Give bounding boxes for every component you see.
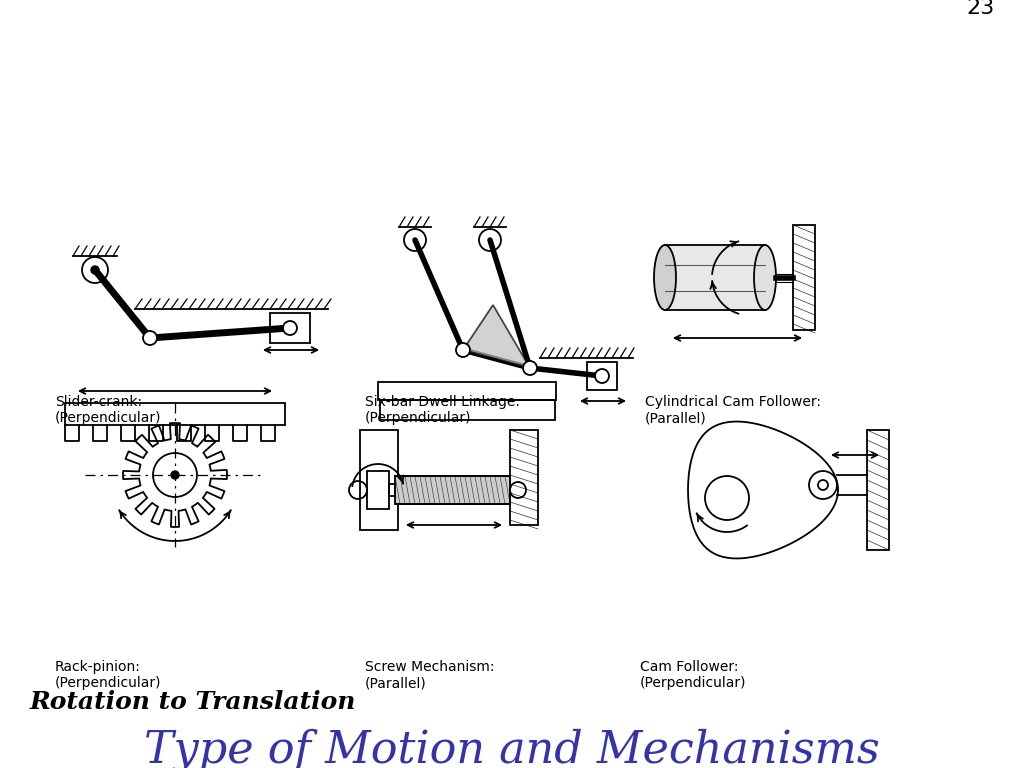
Bar	[380, 400, 555, 420]
Bar	[793, 225, 815, 330]
Circle shape	[171, 471, 179, 479]
Text: Type of Motion and Mechanisms: Type of Motion and Mechanisms	[144, 728, 880, 768]
Text: Rotation to Translation: Rotation to Translation	[30, 690, 356, 714]
Bar	[65, 403, 285, 425]
Circle shape	[91, 266, 99, 274]
Bar	[389, 484, 395, 496]
Bar	[270, 313, 310, 343]
Bar	[510, 430, 538, 525]
Text: Cylindrical Cam Follower:
(Parallel): Cylindrical Cam Follower: (Parallel)	[645, 395, 821, 425]
Circle shape	[283, 321, 297, 335]
Circle shape	[510, 482, 526, 498]
Circle shape	[456, 343, 470, 357]
Text: 23: 23	[967, 0, 995, 18]
Ellipse shape	[654, 245, 676, 310]
Circle shape	[595, 369, 609, 383]
Bar	[867, 430, 889, 550]
Circle shape	[143, 331, 157, 345]
Text: Slider-crank:
(Perpendicular): Slider-crank: (Perpendicular)	[55, 395, 162, 425]
Text: Rack-pinion:
(Perpendicular): Rack-pinion: (Perpendicular)	[55, 660, 162, 690]
Bar	[665, 245, 765, 310]
Bar	[587, 362, 617, 390]
Bar	[367, 471, 389, 509]
Circle shape	[523, 361, 537, 375]
Bar	[360, 430, 398, 530]
Ellipse shape	[754, 245, 776, 310]
Bar	[378, 382, 556, 400]
Text: Six-bar Dwell Linkage:
(Perpendicular): Six-bar Dwell Linkage: (Perpendicular)	[365, 395, 520, 425]
Text: Screw Mechanism:
(Parallel): Screw Mechanism: (Parallel)	[365, 660, 495, 690]
Text: Cam Follower:
(Perpendicular): Cam Follower: (Perpendicular)	[640, 660, 746, 690]
Bar	[395, 476, 510, 504]
Polygon shape	[463, 305, 530, 368]
